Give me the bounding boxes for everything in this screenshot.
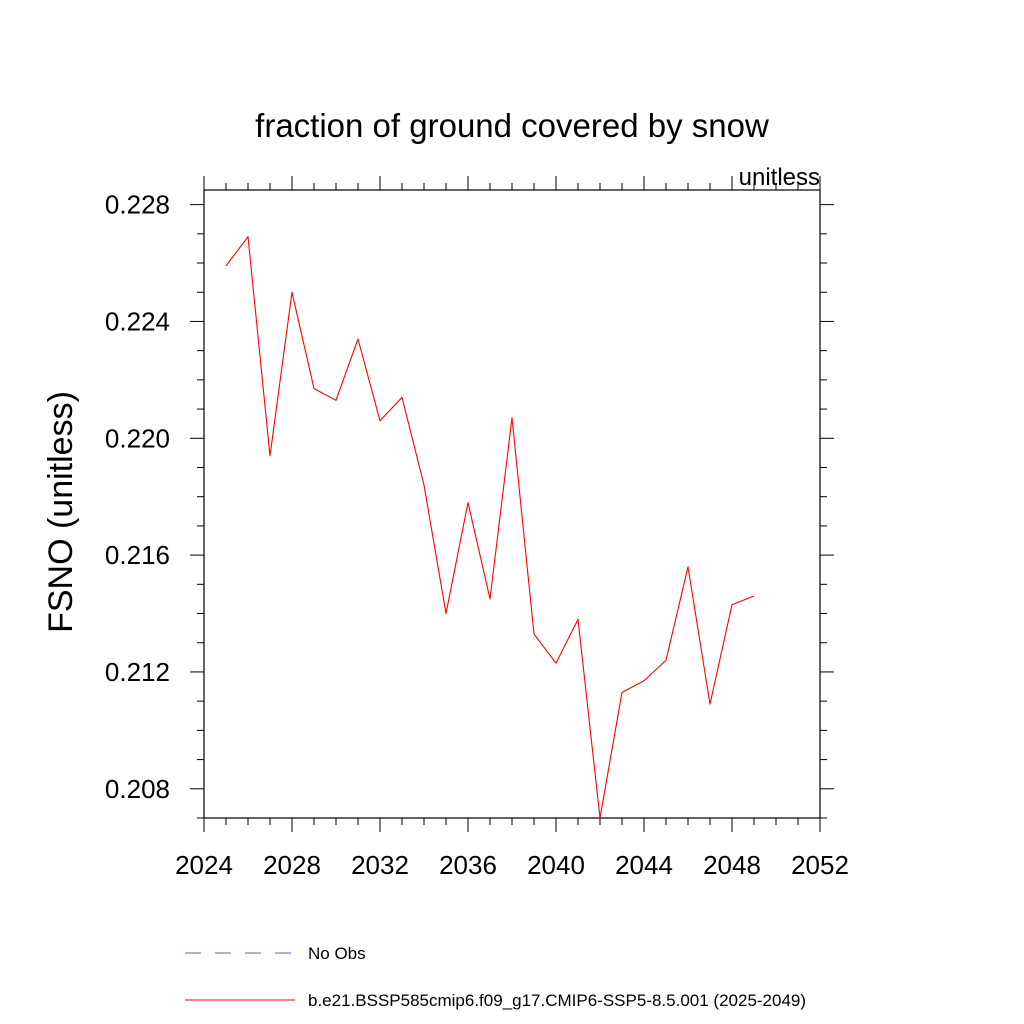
x-axis: 2024 2028 2032 2036 2040 2044 2048 2052 — [175, 176, 849, 880]
x-tick-label: 2036 — [439, 850, 497, 880]
y-axis-label: FSNO (unitless) — [42, 391, 80, 633]
chart-title: fraction of ground covered by snow — [255, 107, 769, 144]
y-tick-label: 0.216 — [105, 540, 170, 570]
y-tick-label: 0.220 — [105, 423, 170, 453]
x-tick-label: 2048 — [703, 850, 761, 880]
plot-frame — [203, 189, 821, 819]
series-line — [225, 236, 755, 819]
x-tick-label: 2032 — [351, 850, 409, 880]
y-tick-label: 0.224 — [105, 306, 170, 336]
units-label: unitless — [739, 164, 820, 191]
x-tick-label: 2044 — [615, 850, 673, 880]
legend: No Obs b.e21.BSSP585cmip6.f09_g17.CMIP6-… — [185, 944, 806, 1010]
y-axis: 0.208 0.212 0.216 0.220 0.224 0.228 — [105, 190, 834, 819]
x-tick-label: 2040 — [527, 850, 585, 880]
series-layer — [225, 236, 755, 819]
y-tick-label: 0.212 — [105, 657, 170, 687]
y-tick-label: 0.228 — [105, 190, 170, 220]
x-tick-label: 2024 — [175, 850, 233, 880]
y-tick-label: 0.208 — [105, 774, 170, 804]
x-tick-label: 2028 — [263, 850, 321, 880]
legend-label-no-obs: No Obs — [308, 944, 366, 963]
legend-label-model-run: b.e21.BSSP585cmip6.f09_g17.CMIP6-SSP5-8.… — [308, 991, 806, 1010]
x-tick-label: 2052 — [791, 850, 849, 880]
